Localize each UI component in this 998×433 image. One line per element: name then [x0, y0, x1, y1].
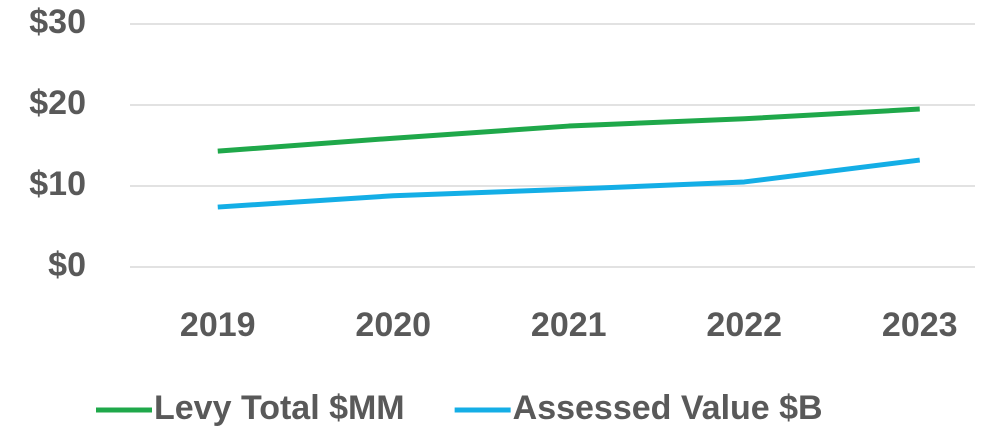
- x-tick-label: 2023: [882, 306, 958, 344]
- legend-label: Assessed Value $B: [513, 389, 823, 427]
- x-tick-label: 2022: [706, 306, 782, 344]
- line-series: [217, 157, 921, 210]
- x-tick-label: 2021: [531, 306, 607, 344]
- x-tick-label: 2019: [180, 306, 256, 344]
- y-tick-label: $20: [29, 84, 86, 122]
- legend-label: Levy Total $MM: [154, 389, 405, 427]
- y-tick-label: $0: [48, 246, 86, 284]
- y-tick-label: $30: [29, 3, 86, 41]
- line-series: [217, 106, 920, 154]
- y-tick-label: $10: [29, 165, 86, 203]
- x-tick-label: 2020: [355, 306, 431, 344]
